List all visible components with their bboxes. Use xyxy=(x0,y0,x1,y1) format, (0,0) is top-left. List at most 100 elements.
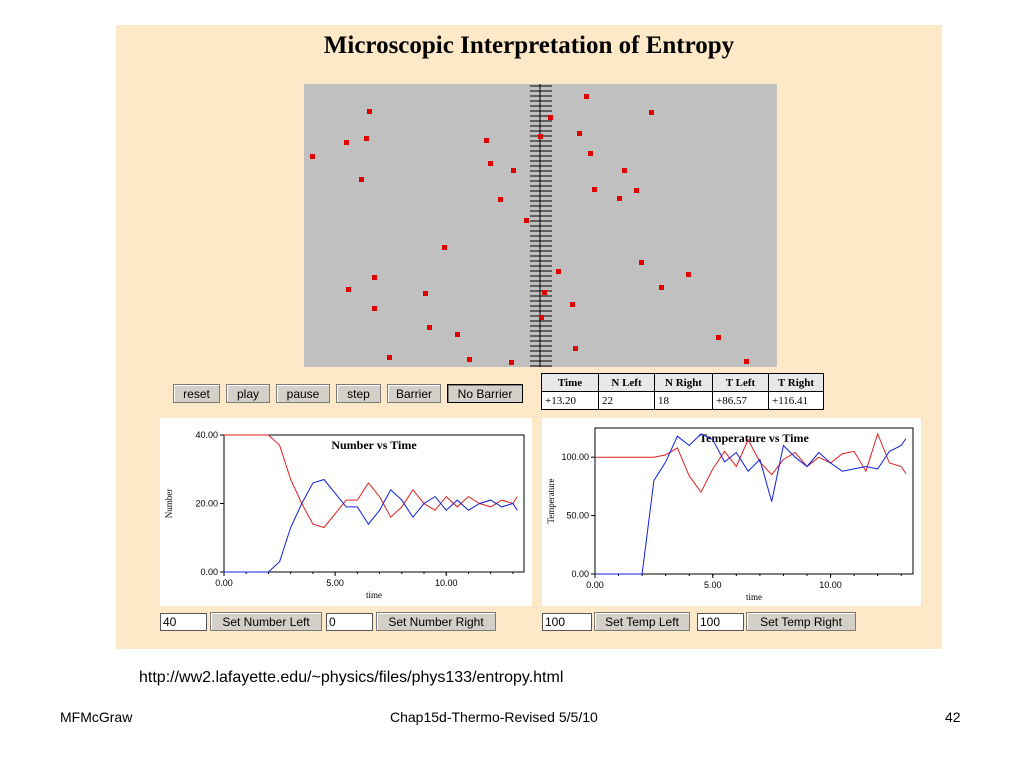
particle xyxy=(639,260,644,265)
table-header-row: Time N Left N Right T Left T Right xyxy=(541,373,824,392)
particle xyxy=(524,218,529,223)
particle xyxy=(570,302,575,307)
y-tick-label: 40.00 xyxy=(195,430,218,440)
particle xyxy=(427,325,432,330)
particle xyxy=(588,151,593,156)
no-barrier-button[interactable]: No Barrier xyxy=(447,384,523,403)
temperature-chart-panel: 0.00 5.00 10.00 0.00 50.00 100.00 Temperature … xyxy=(542,418,921,606)
particle xyxy=(484,138,489,143)
y-tick-label: 50.00 xyxy=(566,511,589,521)
slide-number: 42 xyxy=(945,709,961,725)
series-right-line xyxy=(595,433,907,575)
particle xyxy=(649,110,654,115)
cell-n-left: 22 xyxy=(598,391,655,410)
particle xyxy=(359,177,364,182)
header-t-right: T Right xyxy=(768,373,824,392)
simulation-box xyxy=(304,84,777,367)
particle xyxy=(539,315,544,320)
x-axis-label: time xyxy=(746,592,762,602)
x-tick-label: 0.00 xyxy=(586,580,604,590)
particle xyxy=(584,94,589,99)
header-n-left: N Left xyxy=(598,373,655,392)
particle xyxy=(538,134,543,139)
page-title: Microscopic Interpretation of Entropy xyxy=(323,32,735,59)
particle xyxy=(634,188,639,193)
particle xyxy=(592,187,597,192)
particle xyxy=(387,355,392,360)
play-button[interactable]: play xyxy=(226,384,270,403)
simulation-canvas xyxy=(310,84,749,367)
y-tick-label: 0.00 xyxy=(571,569,589,579)
particle xyxy=(372,306,377,311)
particle xyxy=(573,346,578,351)
y-tick-label: 0.00 xyxy=(200,567,218,577)
particle xyxy=(622,168,627,173)
header-time: Time xyxy=(541,373,599,392)
particle xyxy=(542,290,547,295)
number-vs-time-chart: 0.00 5.00 10.00 0.00 20.00 40.00 Number vs Tim… xyxy=(164,430,525,600)
particle xyxy=(488,161,493,166)
x-tick-label: 10.00 xyxy=(435,578,458,588)
particle xyxy=(498,197,503,202)
number-left-input[interactable]: 40 xyxy=(160,613,207,631)
particle xyxy=(367,109,372,114)
step-button[interactable]: step xyxy=(336,384,381,403)
x-tick-label: 0.00 xyxy=(215,578,233,588)
footer-title: Chap15d-Thermo-Revised 5/5/10 xyxy=(390,709,598,725)
particle xyxy=(686,272,691,277)
number-chart-panel: 0.00 5.00 10.00 0.00 20.00 40.00 Number vs Tim… xyxy=(160,418,532,606)
series-right-line xyxy=(224,478,518,573)
footer-author: MFMcGraw xyxy=(60,709,133,725)
particle xyxy=(442,245,447,250)
particle xyxy=(556,269,561,274)
series-left-line xyxy=(224,434,518,529)
pause-button[interactable]: pause xyxy=(276,384,330,403)
temperature-vs-time-chart: 0.00 5.00 10.00 0.00 50.00 100.00 Temperature … xyxy=(546,427,914,602)
cell-time: +13.20 xyxy=(541,391,599,410)
set-temp-left-button[interactable]: Set Temp Left xyxy=(594,612,690,631)
reset-button[interactable]: reset xyxy=(173,384,220,403)
chart-title: Number vs Time xyxy=(331,438,417,452)
particle xyxy=(467,357,472,362)
particle xyxy=(509,360,514,365)
x-tick-label: 5.00 xyxy=(704,580,722,590)
particle xyxy=(744,359,749,364)
particle xyxy=(659,285,664,290)
header-t-left: T Left xyxy=(712,373,769,392)
stats-table: Time N Left N Right T Left T Right +13.2… xyxy=(541,373,824,410)
particle xyxy=(423,291,428,296)
x-axis-label: time xyxy=(366,590,382,600)
y-tick-label: 100.00 xyxy=(561,452,589,462)
particle xyxy=(716,335,721,340)
source-url[interactable]: http://ww2.lafayette.edu/~physics/files/… xyxy=(139,669,564,686)
header-n-right: N Right xyxy=(654,373,713,392)
y-axis-label: Temperature xyxy=(546,478,556,523)
chart-title: Temperature vs Time xyxy=(699,431,809,445)
y-axis-label: Number xyxy=(164,489,174,519)
set-number-left-button[interactable]: Set Number Left xyxy=(210,612,322,631)
y-tick-label: 20.00 xyxy=(195,499,218,509)
particle xyxy=(455,332,460,337)
temp-left-input[interactable]: 100 xyxy=(542,613,592,631)
x-tick-label: 5.00 xyxy=(326,578,344,588)
set-temp-right-button[interactable]: Set Temp Right xyxy=(746,612,856,631)
particle xyxy=(577,131,582,136)
number-right-input[interactable]: 0 xyxy=(326,613,373,631)
particle xyxy=(346,287,351,292)
table-row: +13.20 22 18 +86.57 +116.41 xyxy=(541,391,824,410)
barrier-button[interactable]: Barrier xyxy=(387,384,441,403)
series-left-line xyxy=(595,432,907,494)
particle xyxy=(511,168,516,173)
plot-frame xyxy=(594,427,914,575)
cell-t-right: +116.41 xyxy=(768,391,824,410)
x-tick-label: 10.00 xyxy=(819,580,842,590)
particle xyxy=(372,275,377,280)
particle xyxy=(344,140,349,145)
temp-right-input[interactable]: 100 xyxy=(697,613,744,631)
particle xyxy=(617,196,622,201)
particle xyxy=(548,115,553,120)
cell-t-left: +86.57 xyxy=(712,391,769,410)
particle xyxy=(364,136,369,141)
cell-n-right: 18 xyxy=(654,391,713,410)
set-number-right-button[interactable]: Set Number Right xyxy=(376,612,496,631)
